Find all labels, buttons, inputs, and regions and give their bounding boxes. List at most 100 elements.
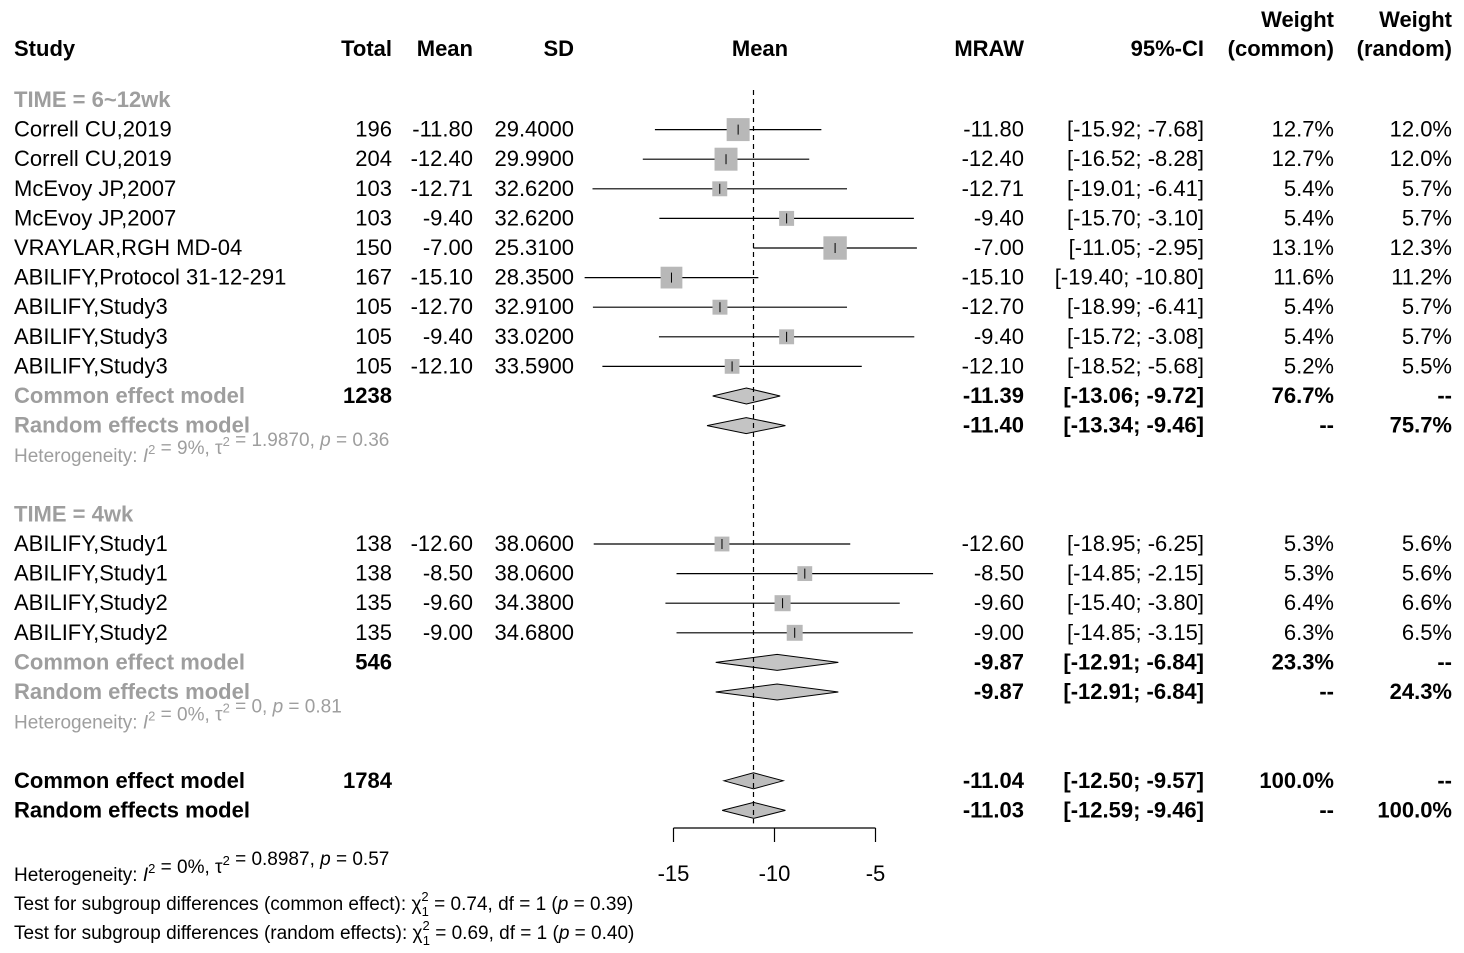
weight-random-value: 12.0% <box>1390 146 1452 171</box>
ci-value: [-11.05; -2.95] <box>1069 235 1204 260</box>
heterogeneity-text: Heterogeneity: I2 = 9%, τ2 = 1.9870, p =… <box>14 430 389 467</box>
weight-random-value: 5.6% <box>1402 531 1452 556</box>
study-estimate <box>676 566 934 582</box>
het-p: p <box>319 430 331 451</box>
ci-value: [-19.01; -6.41] <box>1067 176 1204 201</box>
het-i2-val: = 9%, <box>155 438 215 459</box>
sd-value: 33.5900 <box>494 353 574 378</box>
ci-value: [-14.85; -2.15] <box>1067 561 1204 586</box>
mraw-value: -11.39 <box>963 383 1024 408</box>
het-prefix: Heterogeneity: <box>14 446 143 467</box>
weight-random-value: 12.0% <box>1390 117 1452 142</box>
het-tau: τ <box>215 857 223 878</box>
sd-value: 34.6800 <box>494 620 574 645</box>
superscript-2: 2 <box>223 434 230 449</box>
mraw-value: -11.03 <box>963 797 1024 822</box>
het-p: p <box>272 697 284 718</box>
mean-value: -9.40 <box>423 205 473 230</box>
weight-common-value: 5.4% <box>1284 294 1334 319</box>
study-estimate <box>602 359 862 374</box>
header-weight-common-line2: (common) <box>1228 36 1334 61</box>
model-label: Common effect model <box>14 383 245 408</box>
chi-symbol: χ <box>413 923 423 944</box>
weight-common-value: 11.6% <box>1273 265 1334 290</box>
weight-random-value: 100.0% <box>1377 797 1452 822</box>
mean-value: -12.40 <box>411 146 473 171</box>
test-label: Test for subgroup differences (random ef… <box>14 923 413 944</box>
het-p-val: = 0.36 <box>331 430 390 451</box>
mraw-value: -9.40 <box>974 324 1024 349</box>
total-value: 546 <box>355 649 392 674</box>
ci-value: [-18.52; -5.68] <box>1067 353 1204 378</box>
superscript-2: 2 <box>148 709 155 724</box>
weight-common-value: 6.4% <box>1284 590 1334 615</box>
het-tau-val: = 1.9870, <box>230 430 320 451</box>
header-sd: SD <box>543 36 574 61</box>
total-value: 105 <box>355 294 392 319</box>
study-estimate <box>659 210 914 226</box>
weight-common-value: -- <box>1319 413 1334 438</box>
het-tau-val: = 0, <box>230 697 273 718</box>
subgroup-random-diamond <box>706 417 786 435</box>
x-tick-label: -15 <box>658 861 690 886</box>
ci-value: [-18.99; -6.41] <box>1067 294 1204 319</box>
mean-value: -8.50 <box>423 561 473 586</box>
subgroup-label: TIME = 4wk <box>14 501 134 526</box>
weight-random-value: 5.7% <box>1402 294 1452 319</box>
model-label: Random effects model <box>14 413 250 438</box>
study-name: ABILIFY,Study1 <box>14 561 168 586</box>
mraw-value: -11.04 <box>963 768 1025 793</box>
weight-random-value: 5.6% <box>1402 561 1452 586</box>
weight-random-value: 75.7% <box>1390 413 1452 438</box>
weight-random-value: 11.2% <box>1391 265 1452 290</box>
mean-value: -12.60 <box>411 531 473 556</box>
x-tick-label: -5 <box>866 861 886 886</box>
sd-value: 38.0600 <box>494 531 574 556</box>
header-mraw: MRAW <box>954 36 1024 61</box>
study-name: ABILIFY,Study2 <box>14 590 168 615</box>
p-symbol: p <box>558 923 570 944</box>
het-prefix: Heterogeneity: <box>14 713 143 734</box>
sd-value: 29.4000 <box>494 117 574 142</box>
sd-value: 38.0600 <box>494 561 574 586</box>
subgroup-test-text: Test for subgroup differences (common ef… <box>14 889 633 919</box>
weight-common-value: 5.4% <box>1284 205 1334 230</box>
ci-value: [-12.50; -9.57] <box>1063 768 1204 793</box>
mean-value: -11.80 <box>412 117 473 142</box>
total-value: 138 <box>355 531 392 556</box>
weight-random-value: 5.7% <box>1402 324 1452 349</box>
ci-value: [-12.91; -6.84] <box>1063 679 1204 704</box>
test-stat: = 0.69, df = 1 ( <box>430 923 560 944</box>
weight-common-value: 5.3% <box>1284 531 1334 556</box>
het-tau-val: = 0.8987, <box>230 849 320 870</box>
study-estimate <box>593 536 851 552</box>
model-label: Common effect model <box>14 768 245 793</box>
subscript-1: 1 <box>423 933 430 948</box>
subscript-1: 1 <box>422 904 429 919</box>
weight-random-value: 6.5% <box>1402 620 1452 645</box>
het-tau: τ <box>215 705 223 726</box>
mean-value: -12.71 <box>411 176 473 201</box>
ci-value: [-14.85; -3.15] <box>1067 620 1204 645</box>
study-estimate <box>592 299 848 315</box>
weight-common-value: 5.4% <box>1284 324 1334 349</box>
sd-value: 34.3800 <box>494 590 574 615</box>
subgroup-label: TIME = 6~12wk <box>14 87 171 112</box>
het-prefix: Heterogeneity: <box>14 865 143 886</box>
weight-random-value: -- <box>1437 649 1452 674</box>
sd-value: 32.9100 <box>494 294 574 319</box>
study-name: ABILIFY,Study1 <box>14 531 168 556</box>
het-i2: I <box>143 865 149 886</box>
weight-common-value: 5.3% <box>1284 561 1334 586</box>
study-name: Correll CU,2019 <box>14 146 172 171</box>
p-value: = 0.40) <box>569 923 634 944</box>
het-i2-val: = 0%, <box>155 705 215 726</box>
test-label: Test for subgroup differences (common ef… <box>14 894 411 915</box>
weight-random-value: 24.3% <box>1390 679 1452 704</box>
het-i2: I <box>143 713 149 734</box>
weight-common-value: 76.7% <box>1272 383 1334 408</box>
mean-value: -9.00 <box>423 620 473 645</box>
total-value: 135 <box>355 590 392 615</box>
het-p-val: = 0.81 <box>283 697 342 718</box>
